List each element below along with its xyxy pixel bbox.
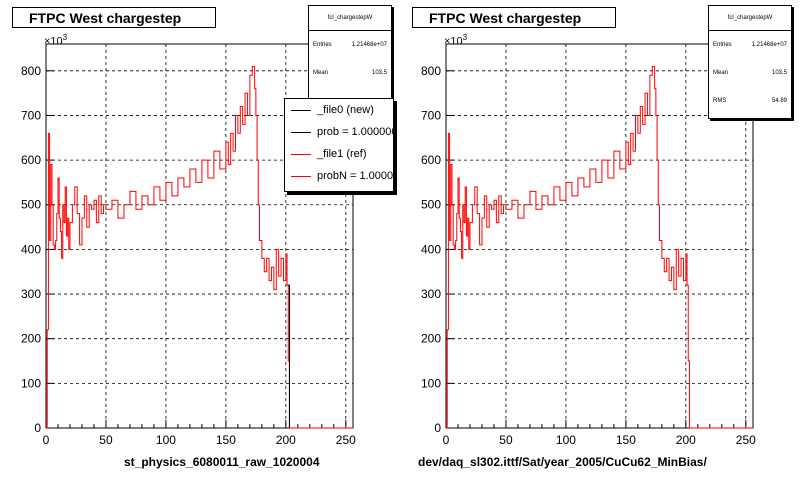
y-tick-label: 200 [421,332,441,346]
stats-title: fcl_chargestepW [309,6,391,31]
right-stats-box: fcl_chargestepW Entries 1.21468e+07 Mean 1… [708,5,792,119]
x-tick-label: 50 [499,433,513,447]
series-line-0 [446,65,753,429]
plot-frame [445,43,754,429]
x-tick-label: 150 [616,433,636,447]
legend-entry-file0: _file0 (new) [285,99,393,121]
x-tick-label: 200 [676,433,696,447]
y-tick-label: 800 [21,64,41,78]
legend-entry-probn: probN = 1.000000 [285,165,393,187]
y-tick-label: 600 [21,153,41,167]
stats-row-rms: RMS 54.89 [713,98,787,104]
x-tick-label: 100 [556,433,576,447]
right-x-axis-title: dev/daq_sl302.ittf/Sat/year_2005/CuCu62_… [418,455,707,469]
right-y-multiplier: ×103 [444,33,468,48]
left-histogram-panel: 0 50 100 150 200 250 0 100 200 300 400 500 600 700 800… [12,5,394,469]
right-histogram-plot: 0 50 100 150 200 250 0 100 200 300 400 500 600 700 800 [421,43,756,447]
left-plot-title: FTPC West chargestep [12,7,216,28]
x-tick-label: 100 [156,433,176,447]
stats-title: fcl_chargestepW [709,6,791,31]
x-tick-label: 250 [336,433,356,447]
y-tick-label: 400 [421,242,441,256]
y-tick-label: 500 [421,198,441,212]
y-tick-label: 800 [421,64,441,78]
left-legend: _file0 (new) prob = 1.000000 _file1 (ref… [284,98,394,192]
x-tick-label: 200 [276,433,296,447]
x-tick-label: 250 [736,433,756,447]
stats-row-mean: Mean 103.5 [313,70,387,76]
y-tick-label: 600 [421,153,441,167]
left-x-axis-title: st_physics_6080011_raw_1020004 [124,455,320,469]
x-tick-label: 50 [99,433,113,447]
stats-row-entries: Entries 1.21468e+07 [313,42,387,48]
x-tick-label: 150 [216,433,236,447]
y-tick-label: 0 [34,421,41,435]
left-stats-box: fcl_chargestepW Entries 1.21468e+07 Mean 1… [308,5,392,111]
legend-entry-prob: prob = 1.000000 [285,121,393,143]
y-tick-label: 300 [21,287,41,301]
series-line--file0-new- [288,284,290,428]
y-tick-label: 0 [434,421,441,435]
y-tick-label: 500 [21,198,41,212]
right-plot-title: FTPC West chargestep [412,7,616,28]
y-tick-label: 300 [421,287,441,301]
stats-row-entries: Entries 1.21468e+07 [713,42,787,48]
y-tick-label: 100 [21,376,41,390]
y-tick-label: 200 [21,332,41,346]
stats-row-mean: Mean 103.5 [713,70,787,76]
series-line--file1-ref- [46,65,353,429]
y-tick-label: 400 [21,242,41,256]
y-tick-label: 700 [421,108,441,122]
left-y-multiplier: ×103 [44,33,68,48]
y-tick-label: 100 [421,376,441,390]
right-histogram-panel: 0 50 100 150 200 250 0 100 200 300 400 500 600 700 800… [400,0,800,480]
x-tick-label: 0 [443,433,450,447]
y-tick-label: 700 [21,108,41,122]
legend-entry-file1: _file1 (ref) [285,143,393,165]
x-tick-label: 0 [43,433,50,447]
